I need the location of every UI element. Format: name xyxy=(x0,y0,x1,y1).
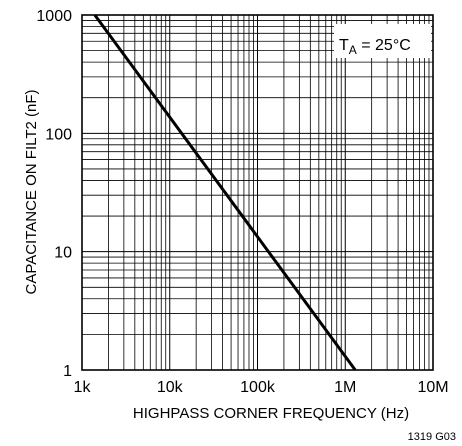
x-tick-label: 10M xyxy=(417,379,448,396)
tick-labels: 1k 10k 100k 1M 10M 1 10 100 1000 xyxy=(36,8,448,396)
y-tick-label: 1 xyxy=(63,363,72,380)
x-tick-label: 1M xyxy=(334,379,356,396)
x-axis-label: HIGHPASS CORNER FREQUENCY (Hz) xyxy=(133,405,409,422)
annotation-text: TA = 25°C xyxy=(339,37,411,57)
series-group xyxy=(93,14,357,371)
figure-code: 1319 G03 xyxy=(408,431,456,443)
y-tick-label: 1000 xyxy=(36,8,72,25)
annotation-box xyxy=(334,24,431,58)
x-tick-label: 10k xyxy=(157,379,184,396)
x-tick-label: 100k xyxy=(240,379,276,396)
y-axis-label: CAPACITANCE ON FILT2 (nF) xyxy=(23,89,40,294)
temperature-annotation: TA = 25°C xyxy=(334,24,431,58)
y-tick-label: 100 xyxy=(45,126,72,143)
series-line xyxy=(93,14,357,371)
y-tick-label: 10 xyxy=(54,245,72,262)
plot-frame xyxy=(81,14,434,371)
x-tick-label: 1k xyxy=(74,379,92,396)
grid xyxy=(82,15,433,370)
